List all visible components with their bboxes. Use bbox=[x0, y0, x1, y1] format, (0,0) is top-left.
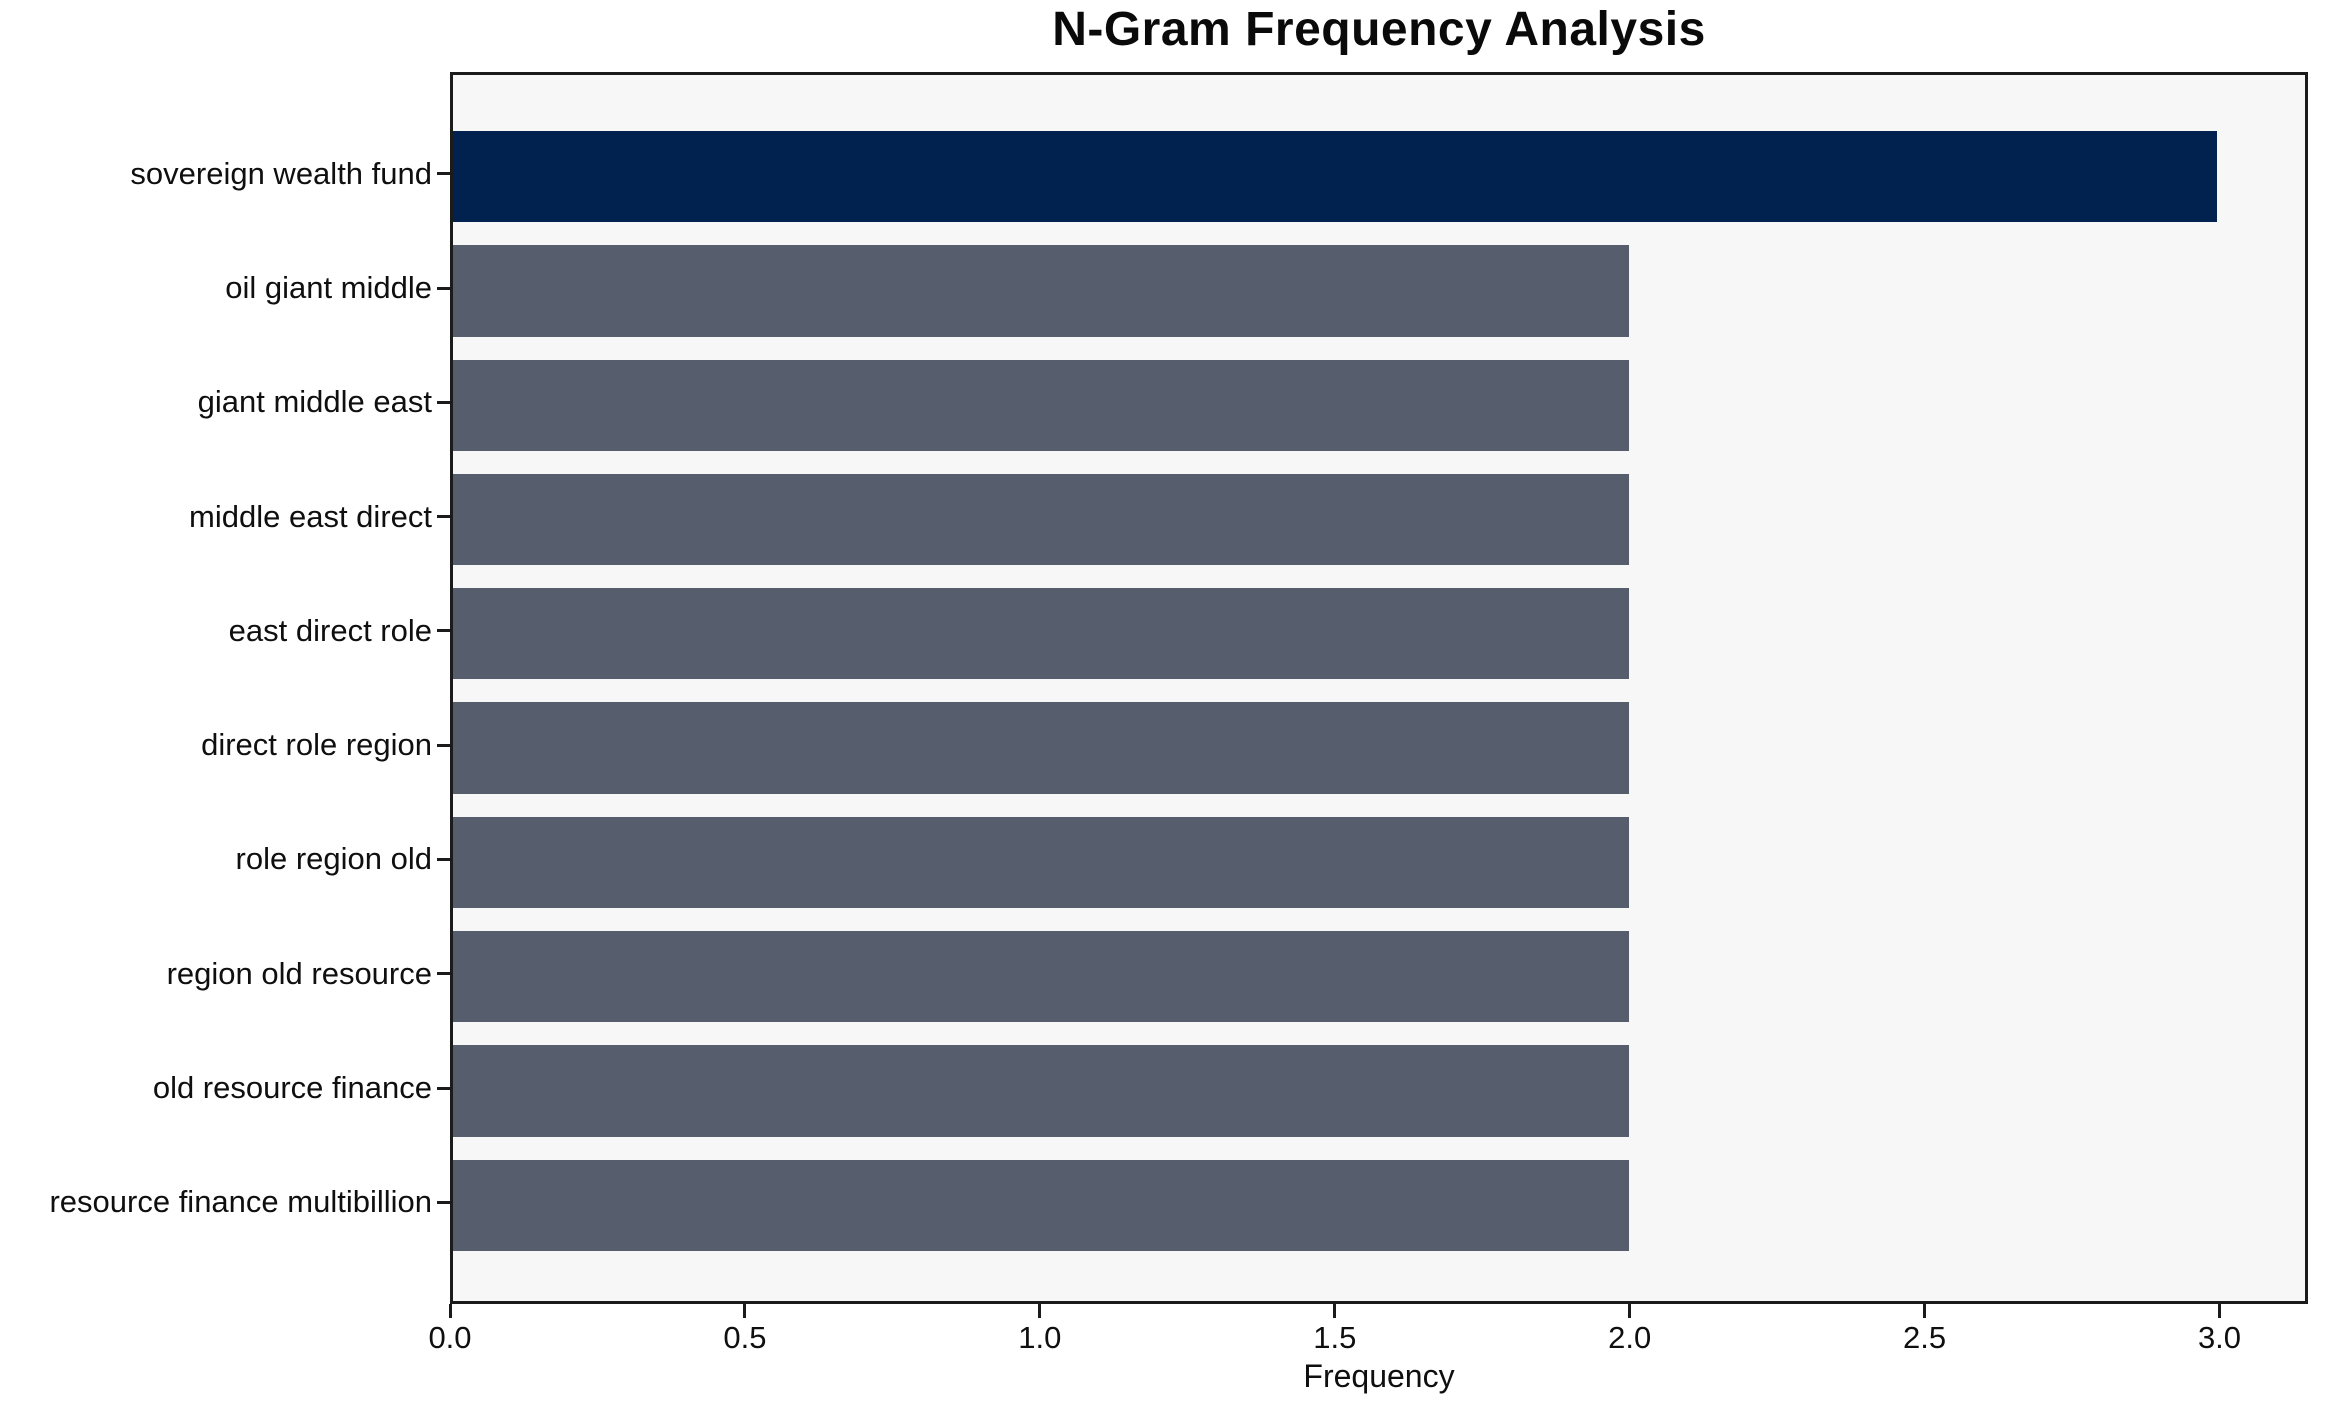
bar-giant-middle-east bbox=[453, 359, 1629, 451]
bar-role-region-old bbox=[453, 816, 1629, 909]
y-tick-mark bbox=[437, 1200, 450, 1204]
x-tick-mark bbox=[1038, 1304, 1042, 1318]
y-tick-label: middle east direct bbox=[189, 498, 432, 534]
y-tick-mark bbox=[437, 857, 450, 861]
x-tick-mark bbox=[1628, 1304, 1632, 1318]
bar-direct-role-region bbox=[453, 702, 1629, 794]
y-tick-label: giant middle east bbox=[197, 384, 432, 420]
bar-sovereign-wealth-fund bbox=[453, 131, 2217, 223]
bar-middle-east-direct bbox=[453, 473, 1629, 566]
y-tick-label: resource finance multibillion bbox=[49, 1184, 432, 1220]
x-tick-label: 1.0 bbox=[1018, 1320, 1062, 1355]
y-tick-mark bbox=[437, 743, 450, 747]
y-tick-mark bbox=[437, 172, 450, 176]
y-tick-label: east direct role bbox=[228, 612, 432, 648]
y-tick-mark bbox=[437, 286, 450, 290]
y-tick-label: direct role region bbox=[201, 727, 432, 763]
x-tick-mark bbox=[1333, 1304, 1337, 1318]
bar-old-resource-finance bbox=[453, 1045, 1629, 1137]
y-tick-label: sovereign wealth fund bbox=[130, 155, 432, 191]
y-tick-label: old resource finance bbox=[152, 1070, 432, 1105]
y-tick-mark bbox=[437, 629, 450, 633]
x-tick-label: 1.5 bbox=[1313, 1320, 1357, 1355]
x-tick-label: 2.5 bbox=[1903, 1320, 1947, 1355]
x-tick-label: 2.0 bbox=[1608, 1320, 1652, 1355]
bar-region-old-resource bbox=[453, 931, 1629, 1023]
y-tick-mark bbox=[437, 1086, 450, 1090]
bar-resource-finance-multibillion bbox=[453, 1159, 1629, 1251]
chart-title: N-Gram Frequency Analysis bbox=[1052, 3, 1706, 56]
x-tick-mark bbox=[448, 1304, 452, 1318]
y-tick-mark bbox=[437, 400, 450, 404]
bar-east-direct-role bbox=[453, 588, 1629, 680]
x-axis-label: Frequency bbox=[1303, 1358, 1455, 1394]
x-tick-label: 0.0 bbox=[428, 1320, 472, 1355]
x-tick-mark bbox=[1923, 1304, 1927, 1318]
x-tick-label: 3.0 bbox=[2197, 1320, 2242, 1355]
bars-container bbox=[453, 75, 2305, 1301]
x-tick-label: 0.5 bbox=[723, 1320, 767, 1355]
bar-oil-giant-middle bbox=[453, 245, 1629, 337]
x-tick-mark bbox=[743, 1304, 747, 1318]
y-tick-label: role region old bbox=[235, 841, 432, 877]
x-tick-mark bbox=[2218, 1304, 2221, 1318]
y-tick-mark bbox=[437, 972, 450, 976]
y-tick-label: oil giant middle bbox=[225, 270, 432, 305]
y-tick-mark bbox=[437, 515, 450, 519]
y-tick-label: region old resource bbox=[166, 955, 432, 991]
plot-area bbox=[450, 72, 2308, 1304]
